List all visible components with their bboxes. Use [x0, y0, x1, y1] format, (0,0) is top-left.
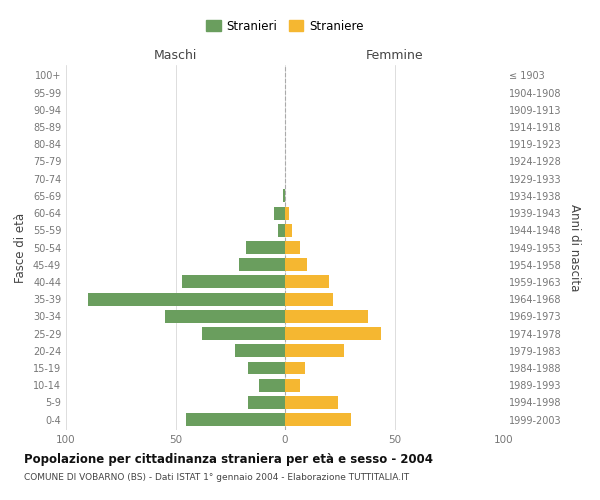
Bar	[285, 292, 333, 306]
Bar	[245, 241, 285, 254]
Text: Maschi: Maschi	[154, 48, 197, 62]
Bar	[259, 379, 285, 392]
Bar	[285, 224, 292, 236]
Bar	[274, 206, 285, 220]
Legend: Stranieri, Straniere: Stranieri, Straniere	[203, 16, 367, 36]
Text: COMUNE DI VOBARNO (BS) - Dati ISTAT 1° gennaio 2004 - Elaborazione TUTTITALIA.IT: COMUNE DI VOBARNO (BS) - Dati ISTAT 1° g…	[24, 472, 409, 482]
Bar	[285, 413, 350, 426]
Bar	[285, 396, 338, 409]
Bar	[164, 310, 285, 323]
Bar	[285, 258, 307, 271]
Bar	[285, 327, 382, 340]
Bar	[88, 292, 285, 306]
Bar	[239, 258, 285, 271]
Bar	[248, 362, 285, 374]
Bar	[283, 190, 285, 202]
Bar	[285, 206, 289, 220]
Y-axis label: Anni di nascita: Anni di nascita	[568, 204, 581, 291]
Bar	[285, 310, 368, 323]
Bar	[285, 276, 329, 288]
Text: Popolazione per cittadinanza straniera per età e sesso - 2004: Popolazione per cittadinanza straniera p…	[24, 452, 433, 466]
Bar	[285, 362, 305, 374]
Bar	[182, 276, 285, 288]
Text: Femmine: Femmine	[365, 48, 424, 62]
Y-axis label: Fasce di età: Fasce di età	[14, 212, 27, 282]
Bar	[285, 241, 301, 254]
Bar	[235, 344, 285, 358]
Bar	[202, 327, 285, 340]
Bar	[285, 379, 301, 392]
Bar	[285, 344, 344, 358]
Bar	[187, 413, 285, 426]
Bar	[248, 396, 285, 409]
Bar	[278, 224, 285, 236]
